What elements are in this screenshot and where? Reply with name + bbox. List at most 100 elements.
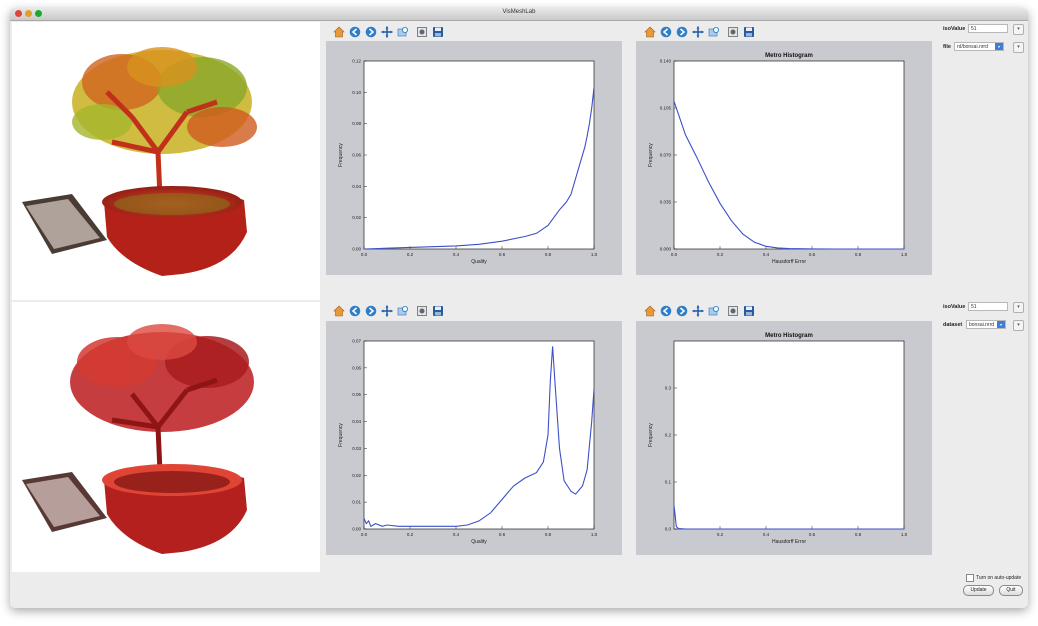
x-tick-label: 0.2	[717, 252, 724, 257]
plot-area	[673, 60, 905, 250]
auto-update-label: Turn on auto-update	[976, 575, 1022, 581]
y-tick-label: 0.07	[352, 339, 361, 344]
pan-icon	[692, 26, 703, 38]
x-tick-label: 1.0	[901, 532, 908, 537]
render-view-top[interactable]	[12, 22, 320, 300]
series-line	[363, 87, 595, 250]
metro-histogram-chart: Metro Histogram 0.2 0.4 0.6 0.8 1.0 0.0 0.1 0.2 0…	[648, 333, 908, 545]
chart-title: Metro Histogram	[765, 333, 813, 339]
dataset-options-button[interactable]: ▾	[1013, 320, 1024, 331]
x-axis-label: Hausdorff Error	[772, 259, 806, 265]
forward-button[interactable]	[364, 305, 377, 318]
y-tick-label: 0.04	[352, 419, 361, 424]
y-axis-label: Frequency	[648, 143, 654, 167]
plot-quality-bottom[interactable]: 0.0 0.2 0.4 0.6 0.8 1.0 0.00 0.01 0.02 0.03 0.04 0.…	[326, 321, 622, 555]
home-button[interactable]	[643, 305, 656, 318]
x-tick-label: 0.2	[407, 532, 414, 537]
x-tick-label: 0.8	[855, 532, 862, 537]
close-window-button[interactable]	[15, 10, 22, 17]
home-button[interactable]	[643, 26, 656, 39]
home-button[interactable]	[332, 26, 345, 39]
bonsai-render-colored	[22, 47, 257, 276]
x-tick-label: 1.0	[591, 532, 598, 537]
plot-quality-top[interactable]: 0.0 0.2 0.4 0.6 0.8 1.0 0.00 0.02 0.04 0.06 0.08 0.…	[326, 41, 622, 275]
file-options-button[interactable]: ▾	[1013, 42, 1024, 53]
minimize-window-button[interactable]	[25, 10, 32, 17]
save-button[interactable]	[742, 305, 755, 318]
back-icon	[660, 305, 671, 317]
x-tick-label: 0.6	[499, 532, 506, 537]
metro-histogram-chart: Metro Histogram 0.0 0.2 0.4 0.6 0.8 1.0 0.000 0.…	[648, 53, 908, 265]
back-button[interactable]	[659, 26, 672, 39]
iso-value-field[interactable]: 51	[968, 24, 1008, 33]
plot-toolbar-2	[643, 24, 755, 40]
pan-button[interactable]	[380, 26, 393, 39]
y-tick-label: 0.02	[352, 473, 361, 478]
iso-value-stepper[interactable]: ▾	[1013, 24, 1024, 35]
home-icon	[643, 26, 656, 38]
series-line	[363, 346, 595, 528]
plot-metro-top[interactable]: Metro Histogram 0.0 0.2 0.4 0.6 0.8 1.0 0.000 0.…	[636, 41, 932, 275]
home-icon	[332, 305, 345, 317]
zoom-button[interactable]	[396, 305, 409, 318]
forward-button[interactable]	[364, 26, 377, 39]
forward-button[interactable]	[675, 305, 688, 318]
forward-icon	[365, 26, 376, 38]
auto-update-row[interactable]: Turn on auto-update	[966, 574, 1021, 582]
auto-update-checkbox[interactable]	[966, 574, 974, 582]
series-line	[673, 505, 904, 530]
zoom-button[interactable]	[707, 305, 720, 318]
update-button[interactable]: Update	[963, 585, 994, 596]
zoom-button[interactable]	[396, 26, 409, 39]
zoom-icon	[708, 306, 719, 316]
y-tick-label: 0.00	[352, 247, 361, 252]
y-tick-label: 0.070	[660, 153, 672, 158]
x-tick-label: 0.2	[717, 532, 724, 537]
configure-button[interactable]	[415, 26, 428, 39]
dataset-combo[interactable]: bonsai.nrrd ▾	[966, 320, 1006, 329]
pan-button[interactable]	[691, 26, 704, 39]
configure-button[interactable]	[726, 26, 739, 39]
y-tick-label: 0.105	[660, 106, 672, 111]
home-button[interactable]	[332, 305, 345, 318]
save-icon	[743, 306, 754, 316]
y-tick-label: 0.02	[352, 215, 361, 220]
quality-histogram-chart: 0.0 0.2 0.4 0.6 0.8 1.0 0.00 0.01 0.02 0.03 0.04 0.…	[338, 339, 598, 546]
x-tick-label: 1.0	[901, 252, 908, 257]
save-button[interactable]	[431, 305, 444, 318]
dataset-value: bonsai.nrrd	[969, 322, 995, 328]
configure-button[interactable]	[415, 305, 428, 318]
pan-button[interactable]	[691, 305, 704, 318]
configure-button[interactable]	[726, 305, 739, 318]
plot-area	[363, 340, 595, 530]
chevron-down-icon: ▾	[997, 321, 1005, 328]
quit-button[interactable]: Quit	[999, 585, 1023, 596]
save-button[interactable]	[742, 26, 755, 39]
iso-value-field[interactable]: 51	[968, 302, 1008, 311]
plot-metro-bottom[interactable]: Metro Histogram 0.2 0.4 0.6 0.8 1.0 0.0 0.1 0.2 0…	[636, 321, 932, 555]
back-button[interactable]	[659, 305, 672, 318]
y-tick-label: 0.04	[352, 184, 361, 189]
zoom-button[interactable]	[707, 26, 720, 39]
y-tick-label: 0.00	[352, 527, 361, 532]
save-button[interactable]	[431, 26, 444, 39]
maximize-window-button[interactable]	[35, 10, 42, 17]
forward-button[interactable]	[675, 26, 688, 39]
x-tick-label: 0.6	[809, 532, 816, 537]
x-tick-label: 0.8	[545, 532, 552, 537]
zoom-icon	[708, 27, 719, 37]
pan-button[interactable]	[380, 305, 393, 318]
back-button[interactable]	[348, 26, 361, 39]
y-axis-label: Frequency	[338, 143, 344, 167]
x-tick-label: 0.6	[499, 252, 506, 257]
y-tick-label: 0.05	[352, 392, 361, 397]
file-label: file	[943, 44, 951, 50]
back-button[interactable]	[348, 305, 361, 318]
render-view-bottom[interactable]	[12, 302, 320, 572]
app-window: VisMeshLab	[10, 8, 1028, 608]
y-tick-label: 0.000	[660, 247, 672, 252]
file-combo[interactable]: rd/bonsai.nrrd ▾	[954, 42, 1004, 51]
x-axis-label: Quality	[471, 259, 487, 265]
iso-value-stepper[interactable]: ▾	[1013, 302, 1024, 313]
x-tick-label: 0.4	[453, 532, 460, 537]
